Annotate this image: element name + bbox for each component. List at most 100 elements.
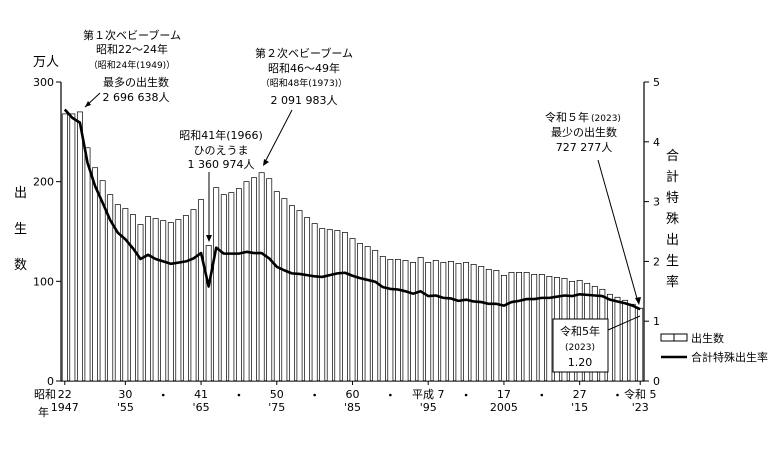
bar-1980 [311, 223, 318, 382]
right-tick-label-4: 4 [653, 136, 660, 149]
annotation-hinoe-line1: 昭和41年(1966) [179, 128, 263, 142]
x-tick-bottom-0: 1947 [51, 401, 79, 414]
bar-1967 [213, 187, 220, 382]
bar-1987 [364, 246, 371, 382]
annotation-boom2-value: 2 091 983人 [271, 94, 338, 107]
bar-1951 [92, 167, 99, 382]
annotation-tfr-box-frame [552, 318, 609, 373]
annotation-boom1-title: 第１次ベビーブーム [83, 28, 181, 42]
bar-1989 [379, 256, 386, 382]
left-tick-label-2: 200 [33, 176, 54, 189]
annotation-tfr-box-line1: 令和5年 [560, 324, 600, 338]
bar-1977 [288, 205, 295, 382]
left-tick-label-0: 0 [47, 375, 54, 388]
annotation-hinoe-arrowhead [206, 235, 212, 242]
x-era-suffix: 年 [38, 405, 49, 419]
bar-1982 [326, 229, 333, 382]
bar-1978 [296, 210, 303, 382]
bar-1997 [440, 262, 447, 382]
annotation-tfr-box: 令和5年 (2023) 1.20 [552, 315, 641, 373]
annotation-boom2-arrow [263, 109, 293, 165]
right-axis-label-2: 計 [666, 169, 679, 185]
bar-1969 [228, 192, 235, 382]
x-tick-bottom-7: '15 [571, 401, 588, 414]
annotation-latest-arrowhead [635, 297, 641, 305]
x-era-prefix: 昭和 [34, 388, 56, 401]
bar-1999 [455, 263, 462, 382]
bar-1947 [61, 113, 68, 382]
tfr-series-line [63, 108, 641, 311]
annotation-latest-value: 727 277人 [556, 141, 613, 154]
x-tick-top-6: 17 [497, 388, 511, 401]
legend-line-label: 合計特殊出生率 [691, 350, 768, 364]
bar-1993 [410, 262, 417, 382]
bar-1996 [432, 260, 439, 382]
bar-1992 [402, 260, 409, 382]
left-tick-label-1: 100 [33, 275, 54, 288]
bar-1986 [357, 243, 364, 382]
bar-1957 [137, 224, 144, 382]
bar-1955 [122, 208, 129, 382]
bar-1975 [273, 191, 280, 382]
bar-1968 [220, 194, 227, 382]
x-tick-top-7: 27 [573, 388, 587, 401]
annotation-latest-line1-small: (2023) [591, 114, 621, 124]
x-tick-bottom-4: '85 [344, 401, 361, 414]
annotation-tfr-box-line3: 1.20 [568, 356, 593, 369]
x-dot-1 [237, 393, 241, 397]
x-dot-2 [313, 393, 316, 397]
annotation-latest-line1: 令和５年 [545, 110, 589, 124]
bar-2004 [493, 270, 500, 382]
annotation-latest: 令和５年 (2023) 最少の出生数 727 277人 [545, 110, 641, 305]
annotation-latest-arrow [597, 159, 639, 303]
bar-1983 [334, 230, 341, 382]
x-dot-5 [540, 393, 544, 397]
bar-1976 [281, 198, 288, 382]
x-tick-top-1: 30 [118, 388, 132, 401]
annotation-boom1: 第１次ベビーブーム 昭和22～24年 （昭和24年(1949)） 最多の出生数 … [83, 28, 181, 108]
bar-1981 [319, 228, 326, 382]
x-tick-bottom-8: '23 [632, 401, 649, 414]
x-tick-top-8: 令和 5 [624, 387, 657, 401]
bar-1971 [243, 181, 250, 382]
annotation-hinoe: 昭和41年(1966) ひのえうま 1 360 974人 [179, 128, 263, 242]
bar-1954 [114, 204, 121, 382]
right-tick-label-2: 2 [653, 255, 660, 268]
bar-1949 [76, 111, 83, 382]
annotation-boom2-arrowhead [263, 159, 269, 166]
annotation-hinoe-value: 1 360 974人 [188, 158, 255, 171]
right-axis-label-4: 殊 [666, 212, 679, 227]
left-axis-ticks: 0 100 200 300 [33, 76, 61, 388]
x-tick-top-4: 60 [346, 388, 360, 401]
bar-1961 [167, 222, 174, 382]
x-tick-bottom-3: '75 [268, 401, 285, 414]
annotation-boom1-arrowhead [85, 101, 91, 107]
left-axis-label-2: 生 [14, 222, 27, 237]
x-tick-bottom-5: '95 [420, 401, 437, 414]
bar-1995 [425, 262, 432, 382]
annotation-boom1-sub: （昭和24年(1949)） [89, 59, 175, 71]
x-dot-6 [616, 393, 619, 397]
bar-1990 [387, 259, 394, 382]
x-dot-4 [464, 393, 468, 397]
x-tick-top-0: 22 [58, 388, 72, 401]
bar-1998 [447, 261, 454, 382]
bar-1965 [198, 199, 205, 382]
bar-1991 [394, 259, 401, 382]
bar-2022 [629, 303, 636, 382]
bar-1964 [190, 209, 197, 382]
bar-2003 [485, 269, 492, 382]
bar-1958 [145, 216, 152, 382]
right-tick-label-3: 3 [653, 196, 660, 209]
bar-1952 [99, 180, 106, 382]
bar-2021 [622, 299, 629, 382]
right-axis-label-7: 率 [666, 274, 679, 290]
bar-1988 [372, 250, 379, 382]
bar-2020 [614, 296, 621, 382]
annotation-hinoe-line2: ひのえうま [194, 144, 249, 157]
bar-1960 [160, 220, 167, 382]
annotation-tfr-box-line2: (2023) [565, 343, 595, 353]
bar-1966 [205, 245, 212, 382]
x-tick-top-3: 50 [270, 388, 284, 401]
